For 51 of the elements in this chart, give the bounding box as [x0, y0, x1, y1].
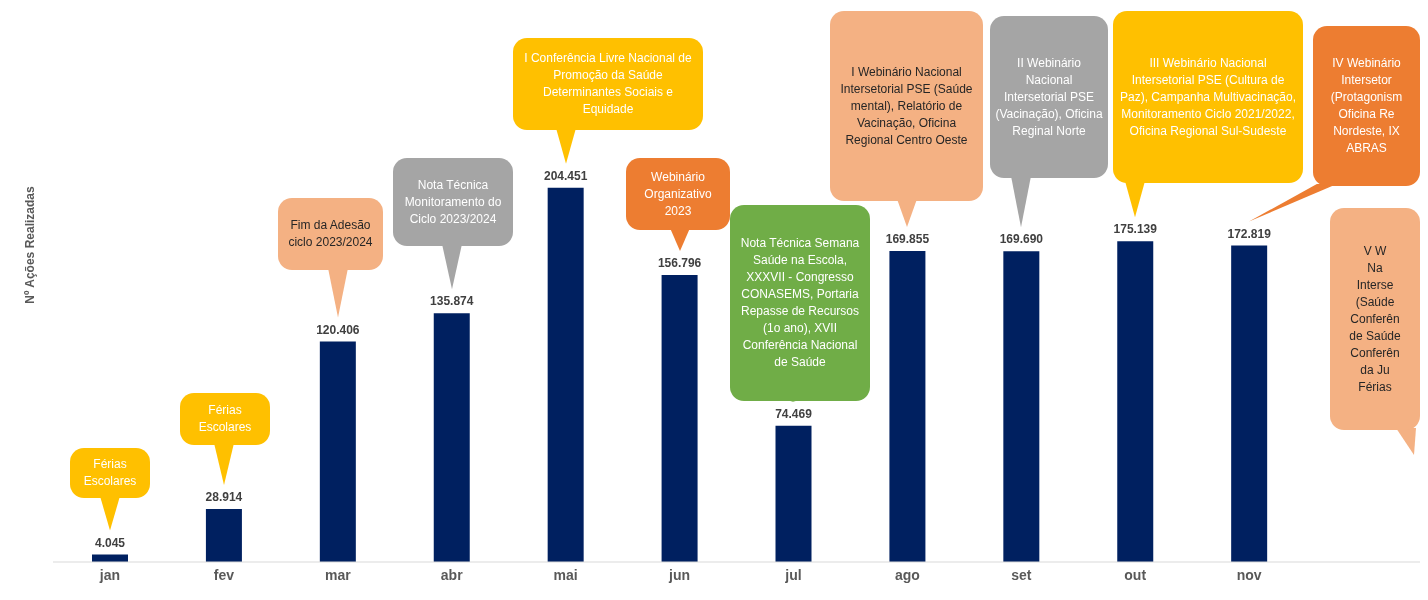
- bar: [775, 425, 812, 562]
- data-label: 204.451: [543, 168, 588, 183]
- annotation: Férias Escolares: [82, 456, 138, 490]
- speech-bubble: Fim da Adesão ciclo 2023/2024: [278, 198, 383, 270]
- x-tick-label: out: [1124, 566, 1147, 583]
- data-label: 135.874: [430, 294, 474, 309]
- speech-bubble: II Webinário Nacional Intersetorial PSE (Vacinação), Oficina Reginal Norte: [990, 16, 1108, 178]
- bar: [205, 509, 242, 562]
- x-tick-label: fev: [213, 566, 235, 583]
- bar: [433, 313, 470, 562]
- x-tick-label: jun: [668, 566, 691, 583]
- bar: [1231, 245, 1268, 562]
- x-tick-label: mai: [553, 566, 578, 583]
- speech-bubble: Nota Técnica Semana Saúde na Escola, XXXVII - Congresso CONASEMS, Portaria Repasse de Recursos (1o ano), XVII Conferência Nacional de Saúde: [730, 205, 870, 401]
- speech-bubble: V W Na Interse (Saúde Conferên de Saúde Conferên da Ju Férias: [1330, 208, 1420, 430]
- annotation: Nota Técnica Semana Saúde na Escola, XXXVII - Congresso CONASEMS, Portaria Repasse de Recursos (1o ano), XVII Conferência Nacional de Saúde: [739, 235, 861, 371]
- speech-bubble: Férias Escolares: [70, 448, 150, 498]
- data-label: 120.406: [316, 322, 360, 337]
- x-tick-label: set: [1011, 566, 1032, 583]
- data-label: 169.690: [999, 232, 1044, 247]
- speech-bubble: I Webinário Nacional Intersetorial PSE (Saúde mental), Relatório de Vacinação, Oficina Regional Centro Oeste: [830, 11, 983, 201]
- data-label: 156.796: [657, 255, 702, 270]
- data-label: 172.819: [1227, 226, 1272, 241]
- annotation: Férias Escolares: [197, 402, 253, 436]
- bar: [319, 341, 356, 562]
- speech-bubble: Nota Técnica Monitoramento do Ciclo 2023/2024: [393, 158, 513, 246]
- bar: [1117, 241, 1154, 562]
- x-tick-label: abr: [440, 566, 464, 583]
- annotation: Webinário Organizativo 2023: [643, 168, 713, 220]
- y-axis-title: Nº Ações Realizadas: [23, 186, 38, 304]
- x-tick-label: jan: [98, 566, 121, 583]
- bar: [1003, 251, 1040, 562]
- speech-bubble: I Conferência Livre Nacional de Promoção da Saúde Determinantes Sociais e Equidade: [513, 38, 703, 130]
- data-label: 4.045: [94, 535, 126, 550]
- speech-bubble: Webinário Organizativo 2023: [626, 158, 730, 230]
- data-label: 28.914: [205, 490, 243, 505]
- speech-bubble: IV Webinário Intersetor (Protagonism Oficina Re Nordeste, IX ABRAS: [1313, 26, 1420, 186]
- annotation: Fim da Adesão ciclo 2023/2024: [287, 217, 374, 251]
- speech-bubble: III Webinário Nacional Intersetorial PSE (Cultura de Paz), Campanha Multivacinação, Monitoramento Ciclo 2021/2022, Oficina Regional Sul-Sudeste: [1113, 11, 1303, 183]
- data-label: 175.139: [1113, 222, 1158, 237]
- bar: [547, 187, 584, 562]
- x-tick-label: jul: [784, 566, 802, 583]
- x-tick-label: ago: [894, 566, 920, 583]
- data-label: 169.855: [885, 232, 930, 247]
- speech-bubble: Férias Escolares: [180, 393, 270, 445]
- x-tick-label: mar: [324, 566, 352, 583]
- x-tick-label: nov: [1236, 566, 1262, 583]
- data-label: 74.469: [775, 406, 813, 421]
- bar: [661, 274, 698, 562]
- annotation: Nota Técnica Monitoramento do Ciclo 2023/2024: [403, 176, 503, 228]
- bar: [889, 251, 926, 562]
